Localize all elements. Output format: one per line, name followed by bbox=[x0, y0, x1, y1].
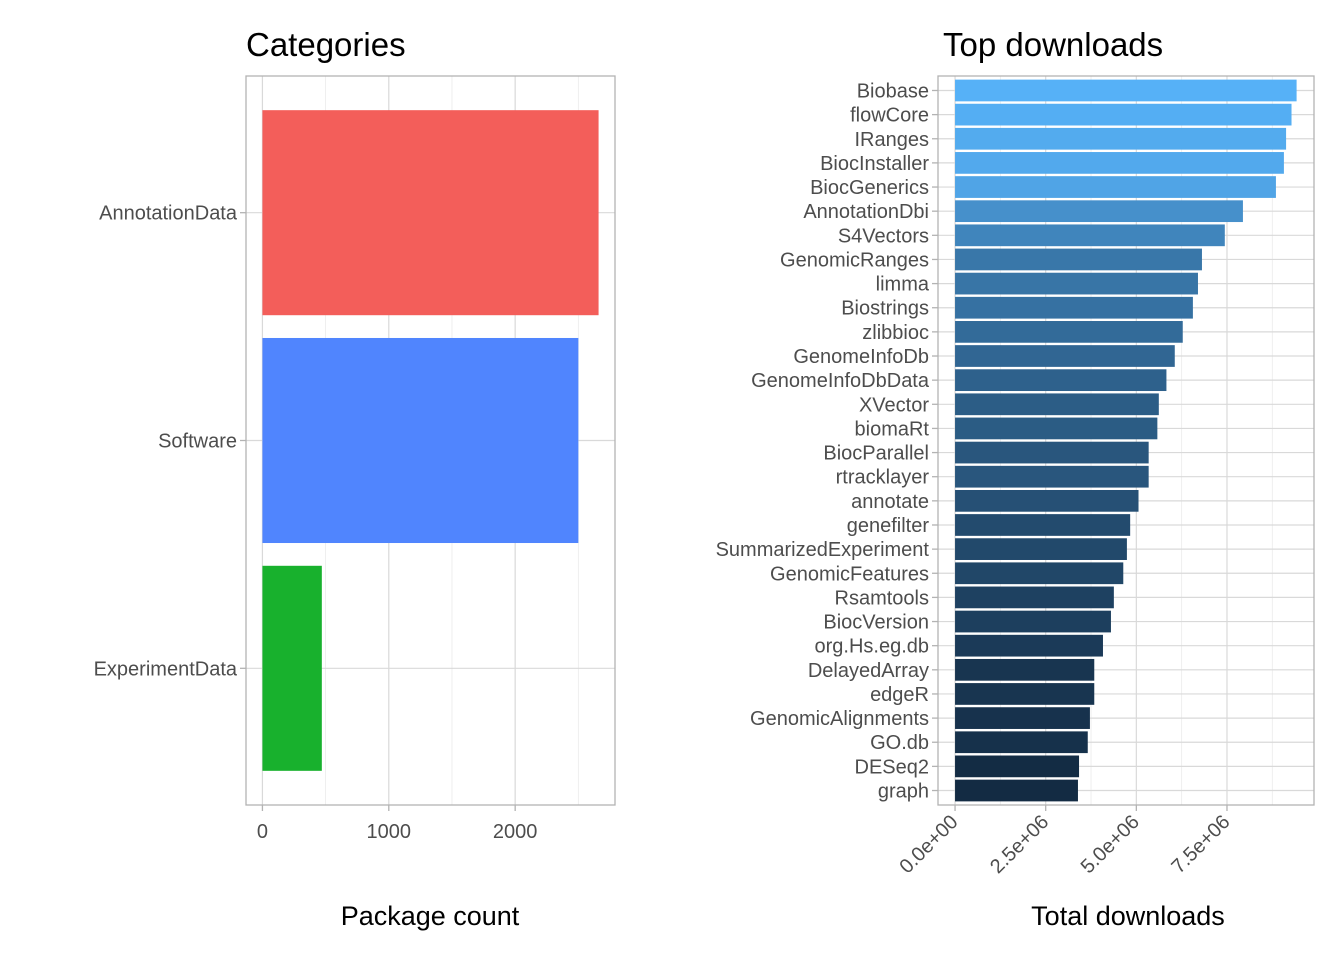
top-downloads-panel-border bbox=[937, 75, 1315, 806]
bar-deseq2 bbox=[955, 755, 1080, 778]
top-downloads-bars bbox=[955, 79, 1297, 802]
bar-genomicalignments bbox=[955, 707, 1090, 729]
x-tick-label: 5.0e+06 bbox=[1077, 811, 1144, 878]
bar-limma bbox=[955, 272, 1198, 295]
x-tick-label: 2.5e+06 bbox=[986, 811, 1053, 878]
y-tick-label-s4vectors: S4Vectors bbox=[838, 225, 929, 247]
bar-biostrings bbox=[955, 296, 1193, 319]
x-tick-label: 0 bbox=[257, 821, 268, 843]
bar-rtracklayer bbox=[955, 465, 1149, 488]
y-tick-label-graph: graph bbox=[878, 781, 929, 803]
categories-x-axis-title: Package count bbox=[341, 901, 520, 931]
bar-experimentdata bbox=[262, 565, 322, 771]
bar-biocinstaller bbox=[955, 152, 1284, 174]
bar-biomart bbox=[955, 417, 1158, 440]
top-downloads-x-axis: 0.0e+00 2.5e+06 5.0e+06 7.5e+06 bbox=[896, 805, 1235, 878]
categories-bars bbox=[262, 110, 599, 771]
categories-x-axis: 0 1000 2000 bbox=[257, 805, 538, 843]
y-tick-label-genomeinfodb: GenomeInfoDb bbox=[793, 346, 929, 368]
bar-biobase bbox=[955, 79, 1297, 102]
bar-zlibbioc bbox=[955, 321, 1183, 343]
bar-genomeinfodb bbox=[955, 345, 1175, 367]
bar-iranges bbox=[955, 127, 1287, 150]
y-tick-label-biocgenerics: BiocGenerics bbox=[810, 177, 929, 199]
y-tick-label-deseq2: DESeq2 bbox=[855, 756, 930, 778]
top-downloads-chart: Top downloads BiobaseflowCoreIRangesBioc… bbox=[716, 26, 1315, 931]
y-tick-label-biostrings: Biostrings bbox=[841, 298, 929, 320]
y-tick-label-xvector: XVector bbox=[859, 394, 929, 416]
categories-y-axis: AnnotationData Software ExperimentData bbox=[94, 203, 246, 680]
bar-genomeinfodbdata bbox=[955, 369, 1167, 392]
bar-go-db bbox=[955, 731, 1088, 754]
y-tick-label-limma: limma bbox=[876, 274, 930, 296]
bar-xvector bbox=[955, 393, 1159, 416]
bar-flowcore bbox=[955, 103, 1292, 126]
y-tick-label-software: Software bbox=[158, 431, 237, 453]
bar-annotationdbi bbox=[955, 200, 1243, 223]
y-tick-label-biomart: biomaRt bbox=[855, 418, 930, 440]
bar-graph bbox=[955, 779, 1078, 802]
bar-summarizedexperiment bbox=[955, 538, 1127, 560]
y-tick-label-iranges: IRanges bbox=[855, 129, 930, 151]
y-tick-label-zlibbioc: zlibbioc bbox=[862, 322, 929, 344]
y-tick-label-genomeinfodbdata: GenomeInfoDbData bbox=[751, 370, 930, 392]
x-tick-label: 0.0e+00 bbox=[896, 811, 963, 878]
y-tick-label-biocinstaller: BiocInstaller bbox=[820, 153, 929, 175]
bar-delayedarray bbox=[955, 658, 1095, 681]
y-tick-label-go-db: GO.db bbox=[870, 732, 929, 754]
categories-chart: Categories AnnotationData Software Experim… bbox=[94, 26, 616, 931]
bar-genomicranges bbox=[955, 248, 1202, 271]
y-tick-label-annotationdata: AnnotationData bbox=[99, 203, 238, 225]
bar-annotationdata bbox=[262, 110, 599, 316]
y-tick-label-org-hs-eg-db: org.Hs.eg.db bbox=[814, 636, 929, 658]
categories-title: Categories bbox=[246, 26, 406, 63]
y-tick-label-biocversion: BiocVersion bbox=[823, 612, 929, 634]
top-downloads-y-axis: Biobase flowCoreIRangesBiocInstallerBiocG… bbox=[716, 80, 938, 803]
bar-genomicfeatures bbox=[955, 562, 1124, 585]
x-tick-label: 7.5e+06 bbox=[1167, 811, 1234, 878]
bar-biocgenerics bbox=[955, 176, 1276, 198]
y-tick-label-biocparallel: BiocParallel bbox=[823, 443, 929, 465]
y-tick-label-delayedarray: DelayedArray bbox=[808, 660, 929, 682]
y-tick-label-genefilter: genefilter bbox=[847, 515, 930, 537]
x-tick-label: 1000 bbox=[367, 821, 412, 843]
y-tick-label-genomicalignments: GenomicAlignments bbox=[750, 708, 929, 730]
bar-software bbox=[262, 337, 579, 544]
y-tick-label-flowcore: flowCore bbox=[850, 105, 929, 127]
y-tick-label-summarizedexperiment: SummarizedExperiment bbox=[716, 539, 930, 561]
bar-biocparallel bbox=[955, 441, 1149, 464]
y-tick-label-edger: edgeR bbox=[870, 684, 929, 706]
top-downloads-x-axis-title: Total downloads bbox=[1031, 901, 1225, 931]
y-tick-label-rtracklayer: rtracklayer bbox=[836, 467, 930, 489]
y-tick-label-annotationdbi: AnnotationDbi bbox=[803, 201, 929, 223]
y-tick-label-genomicranges: GenomicRanges bbox=[780, 249, 929, 271]
y-tick-label-genomicfeatures: GenomicFeatures bbox=[770, 563, 929, 585]
bar-s4vectors bbox=[955, 224, 1225, 247]
bar-edger bbox=[955, 683, 1095, 705]
bar-genefilter bbox=[955, 514, 1131, 536]
bar-rsamtools bbox=[955, 586, 1114, 609]
y-tick-label-biobase: Biobase bbox=[857, 80, 929, 102]
top-downloads-title: Top downloads bbox=[943, 26, 1163, 63]
bar-org-hs-eg-db bbox=[955, 634, 1103, 657]
y-tick-label-rsamtools: Rsamtools bbox=[835, 587, 929, 609]
bar-annotate bbox=[955, 489, 1139, 512]
bar-biocversion bbox=[955, 610, 1111, 633]
y-tick-label-experimentdata: ExperimentData bbox=[94, 658, 238, 680]
y-tick-label-annotate: annotate bbox=[851, 491, 929, 513]
x-tick-label: 2000 bbox=[493, 821, 538, 843]
